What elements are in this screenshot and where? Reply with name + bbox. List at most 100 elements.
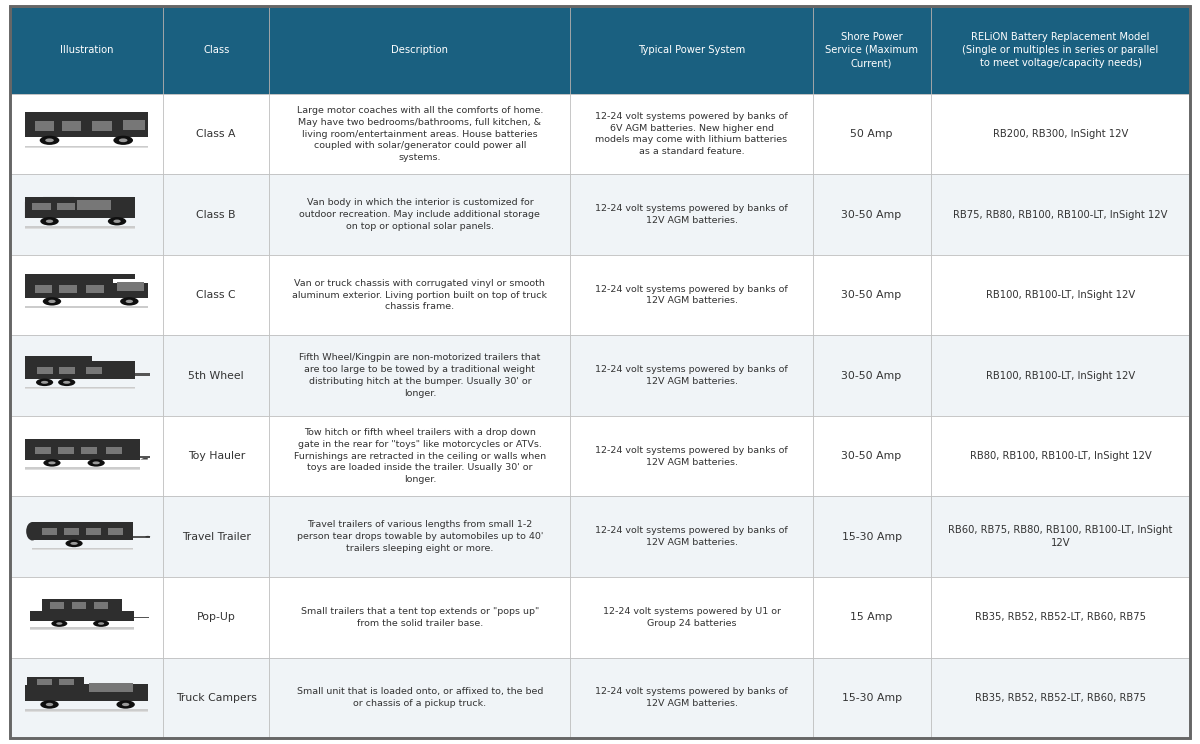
Ellipse shape <box>58 379 76 386</box>
Text: 5th Wheel: 5th Wheel <box>188 371 244 381</box>
Text: Typical Power System: Typical Power System <box>638 45 745 55</box>
Bar <box>812 416 931 496</box>
Ellipse shape <box>108 217 126 225</box>
Bar <box>10 658 163 738</box>
Bar <box>931 6 1190 94</box>
Ellipse shape <box>43 297 61 306</box>
Ellipse shape <box>88 459 104 466</box>
Text: 12-24 volt systems powered by banks of
12V AGM batteries.: 12-24 volt systems powered by banks of 1… <box>595 526 788 547</box>
Text: 15-30 Amp: 15-30 Amp <box>841 532 901 542</box>
Bar <box>269 416 570 496</box>
Bar <box>25 115 148 138</box>
Ellipse shape <box>92 461 100 464</box>
Text: Van or truck chassis with corrugated vinyl or smooth
aluminum exterior. Living p: Van or truck chassis with corrugated vin… <box>293 279 547 312</box>
Bar <box>77 200 110 210</box>
Bar <box>269 254 570 336</box>
Bar <box>931 416 1190 496</box>
Bar <box>42 528 56 535</box>
Text: Class B: Class B <box>197 210 236 219</box>
Text: Shore Power
Service (Maximum
Current): Shore Power Service (Maximum Current) <box>826 32 918 68</box>
Ellipse shape <box>66 539 83 547</box>
Bar <box>108 528 124 535</box>
Bar <box>812 336 931 416</box>
Ellipse shape <box>41 217 59 225</box>
Ellipse shape <box>40 135 59 145</box>
Bar <box>32 549 133 550</box>
Bar <box>269 577 570 658</box>
Bar <box>72 602 86 609</box>
Text: 30-50 Amp: 30-50 Amp <box>841 290 901 300</box>
Bar <box>25 146 148 147</box>
Bar <box>163 174 269 254</box>
Bar <box>35 447 50 455</box>
Ellipse shape <box>126 300 133 303</box>
Bar <box>61 121 82 131</box>
Ellipse shape <box>113 135 133 145</box>
Text: Toy Hauler: Toy Hauler <box>187 451 245 461</box>
Bar <box>163 658 269 738</box>
Bar <box>25 438 140 442</box>
Bar <box>570 94 812 174</box>
Text: 12-24 volt systems powered by U1 or
Group 24 batteries: 12-24 volt systems powered by U1 or Grou… <box>602 607 780 628</box>
Text: Description: Description <box>391 45 449 55</box>
Bar <box>59 285 77 292</box>
Text: Tow hitch or fifth wheel trailers with a drop down
gate in the rear for "toys" l: Tow hitch or fifth wheel trailers with a… <box>294 428 546 484</box>
Ellipse shape <box>36 379 53 386</box>
Bar <box>931 254 1190 336</box>
Bar <box>84 684 148 701</box>
Text: 12-24 volt systems powered by banks of
12V AGM batteries.: 12-24 volt systems powered by banks of 1… <box>595 285 788 306</box>
Text: 30-50 Amp: 30-50 Amp <box>841 451 901 461</box>
Text: Fifth Wheel/Kingpin are non-motorized trailers that
are too large to be towed by: Fifth Wheel/Kingpin are non-motorized tr… <box>299 353 541 398</box>
Ellipse shape <box>46 219 53 223</box>
Ellipse shape <box>71 542 78 545</box>
Bar <box>30 629 134 630</box>
Bar <box>58 447 74 455</box>
Text: RB100, RB100-LT, InSight 12V: RB100, RB100-LT, InSight 12V <box>986 371 1135 381</box>
Text: Large motor coaches with all the comforts of home.
May have two bedrooms/bathroo: Large motor coaches with all the comfort… <box>296 106 544 162</box>
Bar <box>42 611 122 612</box>
Ellipse shape <box>94 620 109 627</box>
Bar <box>269 6 570 94</box>
Bar <box>86 285 103 292</box>
Bar <box>74 197 136 218</box>
Text: 30-50 Amp: 30-50 Amp <box>841 371 901 381</box>
Bar <box>25 112 148 116</box>
Bar <box>10 577 163 658</box>
Bar <box>570 254 812 336</box>
Text: RB75, RB80, RB100, RB100-LT, InSight 12V: RB75, RB80, RB100, RB100-LT, InSight 12V <box>953 210 1168 219</box>
Bar <box>163 496 269 577</box>
Bar <box>570 658 812 738</box>
Bar <box>65 528 79 535</box>
Bar <box>269 496 570 577</box>
Ellipse shape <box>26 522 38 540</box>
Ellipse shape <box>48 461 55 464</box>
Bar <box>25 440 140 460</box>
Text: RB35, RB52, RB52-LT, RB60, RB75: RB35, RB52, RB52-LT, RB60, RB75 <box>976 693 1146 703</box>
Bar <box>25 387 136 388</box>
Bar <box>931 577 1190 658</box>
Ellipse shape <box>46 138 54 142</box>
Text: 12-24 volt systems powered by banks of
6V AGM batteries. New higher end
models m: 12-24 volt systems powered by banks of 6… <box>595 112 788 156</box>
Bar <box>94 602 108 609</box>
Bar <box>10 94 163 174</box>
Ellipse shape <box>46 703 53 706</box>
Text: Class A: Class A <box>197 129 236 139</box>
Bar <box>25 147 148 148</box>
Bar <box>269 174 570 254</box>
Bar <box>30 627 134 629</box>
Bar <box>28 677 84 686</box>
Bar <box>136 373 150 376</box>
Bar <box>163 6 269 94</box>
Bar <box>812 6 931 94</box>
Bar <box>25 356 92 364</box>
Text: Class: Class <box>203 45 229 55</box>
Ellipse shape <box>122 703 130 706</box>
Text: 15 Amp: 15 Amp <box>851 612 893 622</box>
Bar <box>82 447 97 455</box>
Bar <box>269 336 570 416</box>
Text: RB100, RB100-LT, InSight 12V: RB100, RB100-LT, InSight 12V <box>986 290 1135 300</box>
Bar <box>25 467 140 469</box>
Bar <box>25 685 84 701</box>
Bar <box>49 602 65 609</box>
Bar <box>812 577 931 658</box>
